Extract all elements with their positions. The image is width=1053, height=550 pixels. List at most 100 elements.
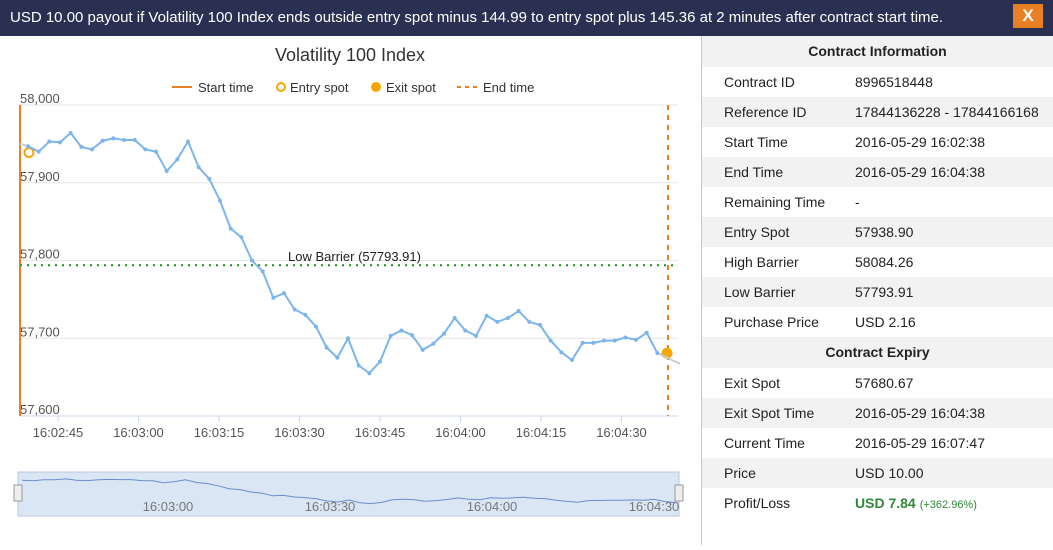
contract-expiry-label: Exit Spot bbox=[724, 375, 781, 391]
price-point[interactable] bbox=[516, 309, 521, 314]
price-point[interactable] bbox=[100, 138, 105, 143]
price-point[interactable] bbox=[538, 323, 542, 328]
contract-expiry-value: 2016-05-29 16:07:47 bbox=[855, 435, 985, 451]
price-point[interactable] bbox=[655, 351, 660, 356]
price-point[interactable] bbox=[79, 144, 84, 149]
contract-info-label: Reference ID bbox=[724, 104, 807, 120]
contract-expiry-label: Current Time bbox=[724, 435, 805, 451]
x-tick-label: 16:04:30 bbox=[596, 425, 647, 440]
price-point[interactable] bbox=[495, 319, 500, 324]
navigator-right-handle[interactable] bbox=[674, 484, 684, 502]
price-point[interactable] bbox=[58, 140, 62, 145]
contract-info-row: Start Time 2016-05-29 16:02:38 bbox=[702, 127, 1053, 157]
price-point[interactable] bbox=[410, 333, 414, 338]
price-point[interactable] bbox=[388, 333, 393, 338]
contract-expiry-row: Price USD 10.00 bbox=[702, 458, 1053, 488]
contract-info-row: Contract ID 8996518448 bbox=[702, 67, 1053, 97]
price-point[interactable] bbox=[591, 340, 596, 345]
contract-expiry-value: USD 10.00 bbox=[855, 465, 924, 481]
price-point[interactable] bbox=[175, 157, 180, 162]
price-point[interactable] bbox=[570, 358, 574, 363]
navigator-left-handle[interactable] bbox=[13, 484, 23, 502]
price-point[interactable] bbox=[239, 235, 244, 240]
contract-info-label: Purchase Price bbox=[724, 314, 819, 330]
price-point[interactable] bbox=[580, 340, 585, 345]
price-point[interactable] bbox=[154, 149, 158, 154]
price-point[interactable] bbox=[26, 144, 30, 149]
price-point[interactable] bbox=[324, 345, 329, 350]
price-point[interactable] bbox=[292, 307, 297, 312]
price-point[interactable] bbox=[356, 363, 361, 368]
price-point[interactable] bbox=[463, 328, 468, 333]
contract-info-label: Contract ID bbox=[724, 74, 795, 90]
profit-loss-percent: (+362.96%) bbox=[919, 499, 977, 511]
price-point[interactable] bbox=[634, 337, 638, 342]
chart-title: Volatility 100 Index bbox=[275, 45, 425, 65]
price-point[interactable] bbox=[303, 312, 308, 317]
price-point[interactable] bbox=[90, 147, 94, 152]
price-point[interactable] bbox=[250, 258, 254, 263]
price-point[interactable] bbox=[623, 335, 628, 340]
price-point[interactable] bbox=[36, 149, 41, 154]
price-point[interactable] bbox=[484, 313, 489, 318]
contract-info-value: 58084.26 bbox=[855, 254, 914, 270]
price-point[interactable] bbox=[132, 137, 137, 142]
price-point[interactable] bbox=[559, 350, 564, 355]
price-point[interactable] bbox=[111, 136, 116, 141]
price-chart[interactable]: Volatility 100 Index Start time Entry sp… bbox=[0, 36, 701, 545]
entry-spot-marker[interactable] bbox=[23, 147, 35, 159]
price-point[interactable] bbox=[548, 338, 553, 343]
price-point[interactable] bbox=[271, 295, 276, 300]
contract-info-row: End Time 2016-05-29 16:04:38 bbox=[702, 157, 1053, 187]
entry-spot-legend-icon bbox=[276, 82, 286, 92]
price-point[interactable] bbox=[367, 371, 372, 376]
price-point[interactable] bbox=[68, 130, 73, 135]
price-point[interactable] bbox=[47, 139, 52, 144]
contract-info-row: Reference ID 17844136228 - 17844166168 bbox=[702, 97, 1053, 127]
price-point[interactable] bbox=[186, 139, 190, 144]
contract-info-label: End Time bbox=[724, 164, 784, 180]
contract-info-row: High Barrier 58084.26 bbox=[702, 247, 1053, 277]
contract-expiry-row: Current Time 2016-05-29 16:07:47 bbox=[702, 428, 1053, 458]
navigator-label: 16:03:00 bbox=[143, 499, 194, 514]
price-point[interactable] bbox=[122, 137, 126, 142]
price-point[interactable] bbox=[207, 176, 212, 181]
price-point[interactable] bbox=[260, 269, 265, 274]
price-point[interactable] bbox=[399, 328, 404, 333]
contract-info-value: 17844136228 - 17844166168 bbox=[855, 104, 1039, 120]
x-tick-label: 16:04:00 bbox=[435, 425, 486, 440]
price-point[interactable] bbox=[335, 355, 340, 360]
y-tick-label: 57,700 bbox=[20, 324, 60, 339]
x-tick-label: 16:03:00 bbox=[113, 425, 164, 440]
price-point[interactable] bbox=[143, 147, 148, 152]
price-point[interactable] bbox=[164, 169, 169, 174]
navigator-label: 16:03:30 bbox=[305, 499, 356, 514]
contract-expiry-value: 57680.67 bbox=[855, 375, 914, 391]
price-point[interactable] bbox=[196, 165, 201, 170]
price-point[interactable] bbox=[420, 347, 425, 352]
range-navigator[interactable]: 16:03:00 16:03:30 16:04:00 16:04:30 bbox=[13, 471, 684, 517]
price-point[interactable] bbox=[506, 316, 510, 321]
price-point[interactable] bbox=[282, 291, 286, 296]
contract-expiry-value: 2016-05-29 16:04:38 bbox=[855, 405, 985, 421]
price-point[interactable] bbox=[474, 333, 478, 338]
profit-loss-row: Profit/Loss USD 7.84 (+362.96%) bbox=[702, 488, 1053, 518]
price-point[interactable] bbox=[228, 226, 233, 231]
price-point[interactable] bbox=[612, 338, 617, 343]
price-point[interactable] bbox=[431, 341, 436, 346]
price-point[interactable] bbox=[346, 336, 350, 341]
price-point[interactable] bbox=[218, 198, 222, 203]
price-point[interactable] bbox=[644, 330, 649, 335]
contract-info-value: 8996518448 bbox=[855, 74, 933, 90]
close-button[interactable]: X bbox=[1013, 4, 1043, 28]
price-point[interactable] bbox=[378, 359, 382, 364]
price-point[interactable] bbox=[314, 324, 318, 329]
price-point[interactable] bbox=[452, 316, 457, 321]
price-point[interactable] bbox=[442, 331, 446, 336]
price-point[interactable] bbox=[527, 319, 532, 324]
contract-info-row: Remaining Time - bbox=[702, 187, 1053, 217]
contract-info-value: - bbox=[855, 194, 860, 210]
contract-info-row: Entry Spot 57938.90 bbox=[702, 217, 1053, 247]
price-point[interactable] bbox=[602, 338, 606, 343]
profit-loss-value: USD 7.84 bbox=[855, 495, 916, 511]
